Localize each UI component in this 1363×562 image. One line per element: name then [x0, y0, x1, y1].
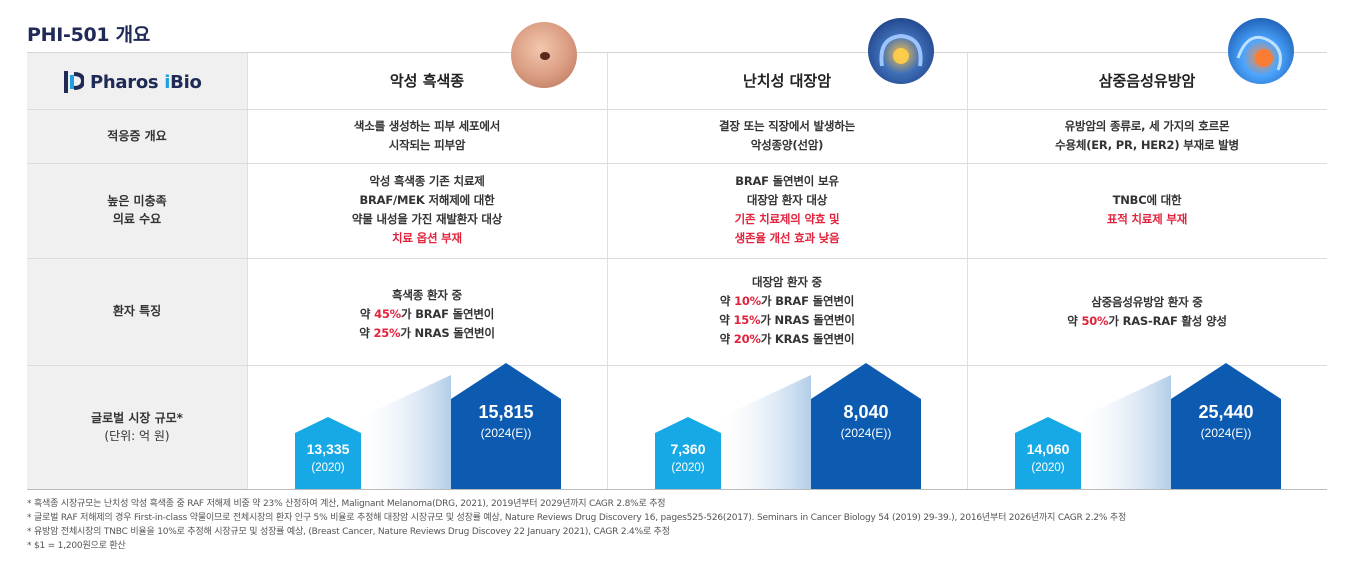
pharos-logo-icon [64, 71, 84, 93]
value-label-2024e: 8,040 [843, 402, 888, 422]
pharosibio-logo: Pharos iBio [62, 68, 202, 96]
bar-2020 [295, 417, 361, 489]
bottom-divider [27, 489, 1327, 490]
colon-cancer-illustration [868, 18, 934, 84]
patients-melanoma: 흑색종 환자 중 약 45%가 BRAF 돌연변이 약 25%가 NRAS 돌연… [359, 288, 495, 340]
indication-tnbc: 유방암의 종류로, 세 가지의 호르몬 수용체(ER, PR, HER2) 부재… [1055, 119, 1239, 152]
column-header-tnbc: 삼중음성유방암 [1098, 72, 1196, 90]
page-title: PHI-501 개요 [27, 24, 151, 46]
growth-beam [361, 375, 451, 489]
top-divider [27, 52, 1327, 53]
category-label-2020: (2020) [1031, 462, 1064, 474]
row-divider [27, 163, 1327, 164]
row-divider [27, 109, 1327, 110]
footnote: * 흑색종 시장규모는 난치성 악성 흑색종 중 RAF 저해제 비중 약 23… [27, 499, 666, 509]
bar-2024e [811, 363, 921, 489]
row-divider [27, 258, 1327, 259]
growth-beam [1081, 375, 1171, 489]
label-column [27, 53, 247, 490]
bar-2020 [1015, 417, 1081, 489]
value-label-2020: 14,060 [1027, 441, 1070, 457]
row-label-unmet-need: 높은 미충족 의료 수요 [107, 194, 167, 226]
patients-tnbc: 삼중음성유방암 환자 중 약 50%가 RAS-RAF 활성 양성 [1067, 295, 1227, 328]
row-divider [27, 365, 1327, 366]
bar-2024e [451, 363, 561, 489]
row-label-patients: 환자 특징 [112, 304, 162, 318]
logo-wordmark: Pharos iBio [90, 71, 202, 93]
value-label-2020: 7,360 [670, 441, 705, 457]
skin-lesion-photo [511, 22, 577, 88]
row-label-indication: 적응증 개요 [107, 129, 167, 143]
indication-melanoma: 색소를 생성하는 피부 세포에서 시작되는 피부암 [353, 119, 501, 152]
category-label-2024e: (2024(E)) [1201, 426, 1252, 440]
column-header-melanoma: 악성 흑색종 [389, 72, 465, 90]
indication-colorectal: 결장 또는 직장에서 발생하는 악성종양(선암) [719, 119, 855, 152]
category-label-2024e: (2024(E)) [841, 426, 892, 440]
footnote: * 글로벌 RAF 저해제의 경우 First-in-class 약물이므로 전… [27, 513, 1127, 523]
breast-icon [1236, 35, 1282, 71]
mole-icon [540, 52, 550, 60]
row-label-market: 글로벌 시장 규모* (단위: 억 원) [91, 411, 183, 443]
unmet-need-melanoma: 악성 흑색종 기존 치료제 BRAF/MEK 저해제에 대한 약물 내성을 가진… [351, 174, 503, 245]
column-divider [247, 53, 248, 490]
unmet-need-tnbc: TNBC에 대한 표적 치료제 부재 [1106, 193, 1188, 226]
colon-icon [879, 33, 923, 67]
growth-beam [721, 375, 811, 489]
value-label-2024e: 15,815 [478, 402, 533, 422]
bar-2020 [655, 417, 721, 489]
category-label-2024e: (2024(E)) [481, 426, 532, 440]
column-header-colorectal: 난치성 대장암 [742, 72, 832, 90]
unmet-need-colorectal: BRAF 돌연변이 보유 대장암 환자 대상 기존 치료제의 약효 및 생존율 … [734, 174, 840, 245]
footnote: * $1 = 1,200원으로 환산 [27, 541, 126, 551]
category-label-2020: (2020) [311, 462, 344, 474]
value-label-2024e: 25,440 [1198, 402, 1253, 422]
footnote: * 유방암 전체시장의 TNBC 비율을 10%로 추정해 시장규모 및 성장률… [27, 527, 670, 537]
category-label-2020: (2020) [671, 462, 704, 474]
breast-cancer-illustration [1228, 18, 1294, 84]
patients-colorectal: 대장암 환자 중 약 10%가 BRAF 돌연변이 약 15%가 NRAS 돌연… [719, 275, 855, 346]
value-label-2020: 13,335 [307, 441, 350, 457]
column-divider [967, 53, 968, 490]
bar-2024e [1171, 363, 1281, 489]
column-divider [607, 53, 608, 490]
